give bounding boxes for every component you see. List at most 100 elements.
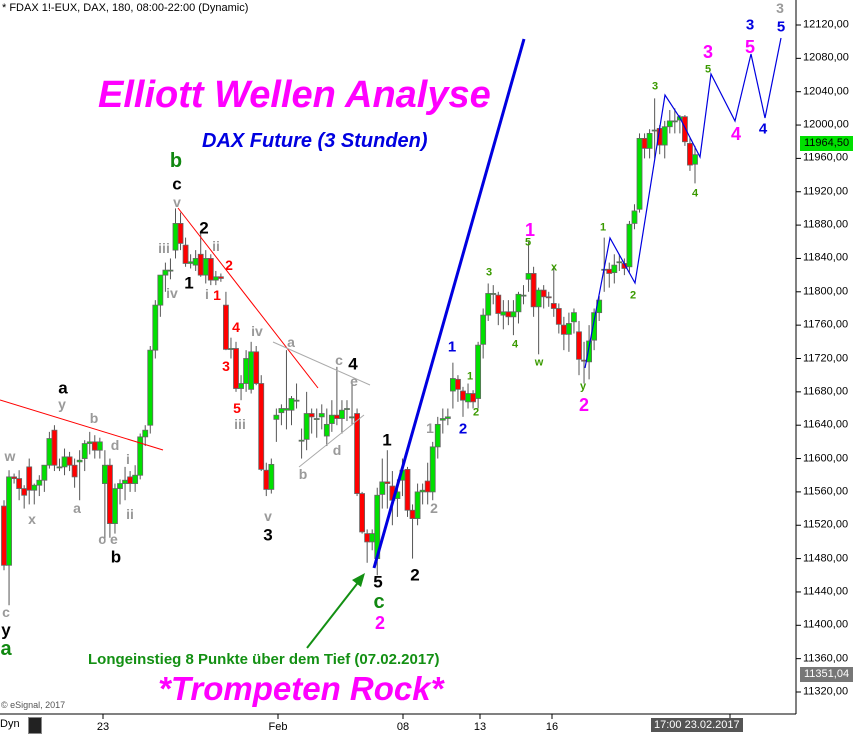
wave-label: d [110, 437, 120, 453]
wave-label: 2 [430, 500, 438, 516]
wave-label: y [579, 380, 587, 393]
candle-body [485, 293, 492, 316]
candle-body [671, 120, 678, 123]
wave-label: 2 [410, 565, 420, 585]
wave-label: iii [234, 416, 246, 432]
candle-body [61, 456, 68, 468]
lock-icon[interactable] [28, 717, 42, 734]
candle-body [66, 456, 73, 466]
candle-body [46, 438, 53, 466]
wave-label: 4 [348, 354, 358, 374]
wave-label: 3 [776, 0, 784, 16]
candle-body [228, 348, 234, 350]
candle-body [560, 324, 567, 335]
wave-label: 4 [511, 338, 519, 351]
candle-body [687, 142, 693, 166]
candle-body [81, 443, 88, 459]
candle-body [177, 223, 184, 244]
triangle-line [298, 414, 365, 468]
candle-body [545, 296, 552, 299]
symbol-header: * FDAX 1!-EUX, DAX, 180, 08:00-22:00 (Dy… [2, 2, 249, 14]
entry-note: Longeinstieg 8 Punkte über dem Tief (07.… [88, 651, 440, 668]
candle-body [107, 464, 113, 524]
candle-body [238, 383, 244, 389]
candle-body [298, 439, 305, 442]
wave-label: 5 [373, 572, 383, 592]
wave-label: 4 [730, 124, 742, 144]
candle-body [384, 481, 391, 484]
y-tick-label: 11840,00 [803, 251, 849, 264]
candle-body [122, 479, 128, 484]
wave-label: ii [126, 506, 134, 522]
candle-body [349, 416, 355, 419]
candle-body [127, 476, 133, 484]
candle-body [515, 293, 522, 313]
candle-body [333, 414, 340, 419]
wave-label: 3 [263, 525, 273, 545]
wave-label: 2 [199, 218, 209, 238]
candle-body [117, 483, 123, 489]
y-tick-label: 11800,00 [803, 285, 849, 298]
candle-body [323, 423, 330, 437]
candle-body [21, 488, 28, 496]
wave-label: 2 [472, 406, 480, 419]
wave-label: 3 [745, 16, 755, 34]
candle-body [288, 398, 295, 411]
y-tick-label: 11440,00 [803, 585, 849, 598]
y-tick-label: 11360,00 [803, 652, 849, 665]
candle-body [555, 308, 562, 325]
wave-label: b [169, 150, 183, 172]
candle-body [31, 484, 38, 491]
y-tick-label: 11760,00 [803, 318, 849, 331]
candle-body [449, 378, 456, 392]
candle-body [404, 468, 411, 511]
wave-projection [584, 37, 782, 369]
candle-body [490, 293, 497, 295]
candle-body [475, 344, 482, 399]
wave-label: a [73, 500, 81, 516]
candle-body [636, 137, 643, 210]
candle-body [182, 244, 189, 264]
wave-label: 1 [466, 370, 474, 383]
wave-label: ii [212, 238, 220, 254]
y-tick-label: 11480,00 [803, 552, 849, 565]
candle-body [495, 294, 502, 314]
triangle-line [272, 341, 371, 386]
candle-body [248, 351, 255, 390]
wave-label: 2 [225, 257, 233, 273]
candle-body [308, 413, 315, 418]
candle-body [36, 479, 43, 486]
candle-body [414, 491, 421, 519]
candle-body [328, 414, 335, 424]
y-tick-label: 11400,00 [803, 618, 849, 631]
candle-body [591, 312, 598, 341]
candle-body [571, 312, 577, 323]
candle-body [550, 303, 557, 309]
trendline-blue [372, 38, 526, 569]
y-tick-label: 12120,00 [803, 18, 849, 31]
candle-body [96, 441, 103, 451]
y-tick-label: 11880,00 [803, 218, 849, 231]
candle-body [217, 276, 224, 279]
candle-body [500, 311, 507, 316]
candle-body [253, 351, 260, 384]
dyn-label[interactable]: Dyn [0, 718, 20, 730]
wave-label: v [264, 508, 272, 524]
wave-label: 3 [702, 42, 714, 62]
candle-body [419, 489, 426, 493]
wave-label: 2 [578, 395, 590, 415]
candle-body [510, 311, 517, 318]
candle-body [611, 264, 618, 274]
wave-label: 1 [213, 287, 221, 303]
candle-body [157, 274, 164, 306]
wave-label: 5 [524, 236, 532, 249]
candle-body [192, 258, 199, 266]
candle-body [56, 466, 63, 469]
wave-label: 5 [776, 18, 786, 36]
candle-body [470, 393, 476, 403]
wave-label: b [110, 547, 122, 567]
candle-body [86, 441, 93, 444]
wave-label: 5 [744, 37, 756, 57]
candle-body [26, 466, 33, 491]
